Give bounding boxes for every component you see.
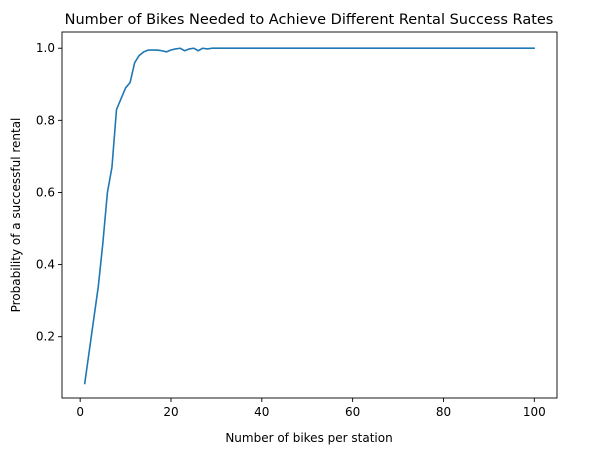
- y-axis: 0.2 0.4 0.6 0.8 1.0: [36, 41, 62, 344]
- x-tick-label: 80: [436, 405, 451, 419]
- x-axis: 0 20 40 60 80 100: [76, 398, 546, 419]
- x-tick-label: 100: [523, 405, 546, 419]
- y-tick-label: 0.2: [36, 330, 55, 344]
- x-tick-label: 60: [345, 405, 360, 419]
- x-tick-label: 20: [163, 405, 178, 419]
- y-tick-label: 0.4: [36, 258, 55, 272]
- y-tick-label: 0.8: [36, 113, 55, 127]
- y-axis-label: Probability of a successful rental: [9, 118, 23, 313]
- y-tick-label: 1.0: [36, 41, 55, 55]
- series-line: [83, 47, 536, 385]
- x-tick-label: 0: [76, 405, 84, 419]
- y-tick-label: 0.6: [36, 185, 55, 199]
- x-axis-label: Number of bikes per station: [225, 431, 392, 445]
- chart-title: Number of Bikes Needed to Achieve Differ…: [65, 12, 554, 28]
- plot-area: [61, 31, 558, 399]
- x-tick-label: 40: [254, 405, 269, 419]
